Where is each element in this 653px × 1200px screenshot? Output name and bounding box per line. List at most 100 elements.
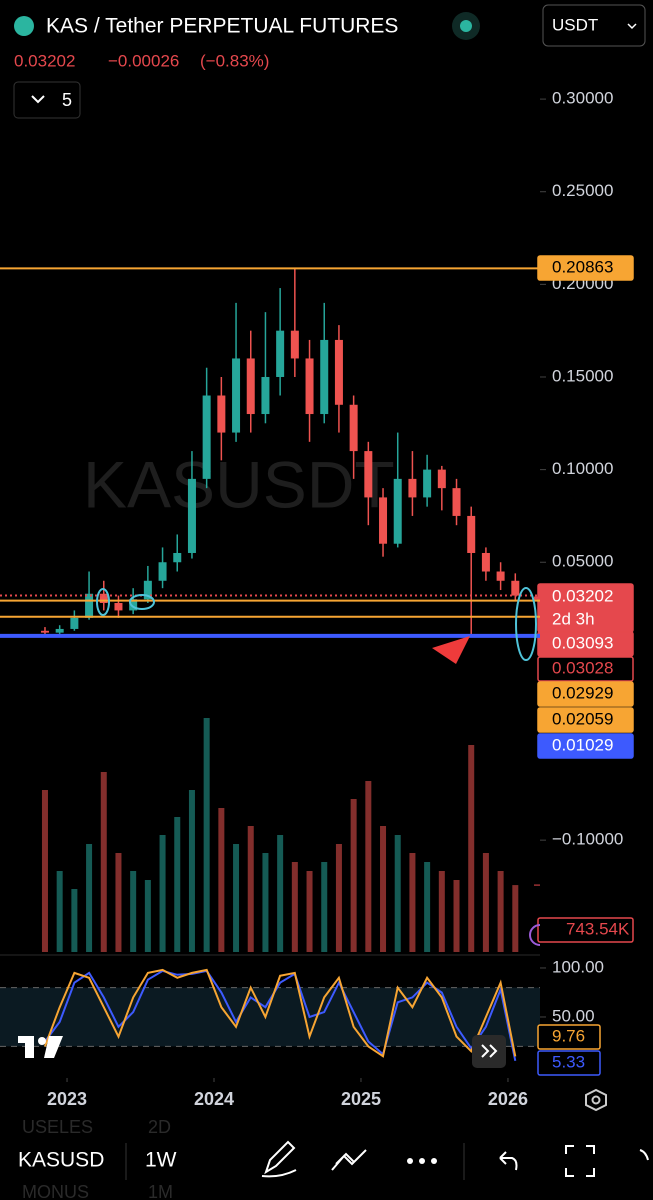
edge-icon[interactable] (639, 1149, 649, 1161)
volume-bar (233, 844, 240, 952)
x-tick-label: 2024 (194, 1089, 234, 1109)
settings[interactable] (585, 1088, 607, 1112)
change: −0.00026 (108, 51, 179, 70)
volume-bar (409, 853, 416, 952)
volume-bar (218, 808, 225, 952)
volume-bar (41, 790, 48, 952)
candle-body (423, 469, 432, 498)
volume-bar (130, 871, 137, 952)
fullscreen[interactable] (565, 1145, 595, 1177)
status-dot (460, 20, 472, 32)
volume-bar (56, 871, 63, 952)
candle-body (437, 469, 446, 489)
price-label: 0.01029 (552, 735, 613, 754)
stoch-band (0, 987, 540, 1047)
volume-bar (247, 826, 254, 952)
candle-body (246, 358, 255, 415)
volume-bar (424, 862, 431, 952)
volume-bar (306, 871, 313, 952)
volume-bar (115, 853, 122, 952)
countdown: 2d 3h (552, 609, 595, 628)
candle-body (114, 603, 123, 611)
y-tick-label: 0.30000 (552, 89, 613, 108)
chevron (31, 95, 45, 104)
y-tick-label: −0.10000 (552, 830, 623, 849)
volume-label: 743.54K (566, 919, 630, 938)
draw-tool[interactable] (261, 1140, 297, 1178)
indicator-toggle-box[interactable] (13, 81, 81, 119)
currency-select[interactable]: USDT (542, 4, 646, 47)
undo[interactable] (499, 1151, 518, 1171)
volume-bar (71, 889, 78, 952)
candle-body (276, 330, 285, 377)
interval[interactable]: 1W (145, 1149, 177, 1172)
annotation-circle (129, 594, 155, 610)
candle-body (349, 404, 358, 452)
candle-body (496, 571, 505, 581)
ghost-text: MONUS (22, 1182, 89, 1200)
volume-label-box (537, 917, 634, 943)
settings-icon[interactable] (585, 1088, 607, 1112)
logo-part (25, 1036, 34, 1058)
indicator-toggle[interactable]: 5 (13, 81, 81, 119)
chevron (481, 1044, 490, 1058)
x-tick-label: 2025 (341, 1089, 381, 1109)
more-dot[interactable] (431, 1158, 437, 1164)
volume-bar (203, 718, 210, 952)
symbol[interactable]: KASUSD (18, 1149, 104, 1172)
more-dot[interactable] (407, 1158, 413, 1164)
stoch-label: 5.33 (552, 1052, 585, 1071)
stoch-label-box (537, 1024, 601, 1050)
logo-part (38, 1037, 46, 1045)
volume-bar (512, 885, 519, 952)
currency-box[interactable] (542, 4, 646, 47)
price-label-box (537, 681, 634, 707)
candle-body (55, 628, 64, 633)
candle-body (511, 580, 520, 596)
volume-bar (188, 790, 195, 952)
volume-bar (86, 844, 93, 952)
candle-body (320, 339, 329, 415)
coin-icon (14, 16, 34, 36)
candle-body (481, 552, 490, 572)
candle-body (379, 497, 388, 544)
ghost-text: 1M (148, 1182, 173, 1200)
candle-body (99, 593, 108, 604)
candle-body (40, 630, 49, 633)
logo (18, 1036, 63, 1058)
volume-bar (277, 835, 284, 952)
price-label: 0.20863 (552, 257, 613, 276)
volume-bar (321, 862, 328, 952)
annotation-arrow (432, 636, 470, 664)
watermark: KASUSDT (83, 447, 395, 521)
scroll-latest-box[interactable] (472, 1035, 506, 1068)
more-dot[interactable] (419, 1158, 425, 1164)
chevron (627, 23, 637, 30)
price-label: 0.03093 (552, 633, 613, 652)
candle-body (290, 330, 299, 359)
stoch-line (44, 968, 517, 1058)
price-label: 0.03202 (552, 586, 613, 605)
price-label-box (537, 733, 634, 759)
candle-body (452, 488, 461, 516)
candle-body (261, 376, 270, 415)
candle-body (129, 599, 138, 611)
stoch-label: 9.76 (552, 1026, 585, 1045)
candle-body (143, 580, 152, 600)
candle-body (85, 593, 94, 618)
price-label: 0.02059 (552, 709, 613, 728)
volume-bar (291, 862, 298, 952)
scroll-latest[interactable] (472, 1035, 506, 1068)
volume-bar (394, 835, 401, 952)
ghost-text: 2D (148, 1117, 171, 1137)
volume-bar (365, 781, 372, 952)
candle-body (364, 451, 373, 498)
candle-body (187, 478, 196, 553)
candle-body (467, 515, 476, 553)
candle-body (173, 552, 182, 563)
candle-body (217, 395, 226, 433)
indicators-tool[interactable] (331, 1149, 367, 1171)
y-tick-label: 0.25000 (552, 181, 613, 200)
volume-bar (438, 871, 445, 952)
